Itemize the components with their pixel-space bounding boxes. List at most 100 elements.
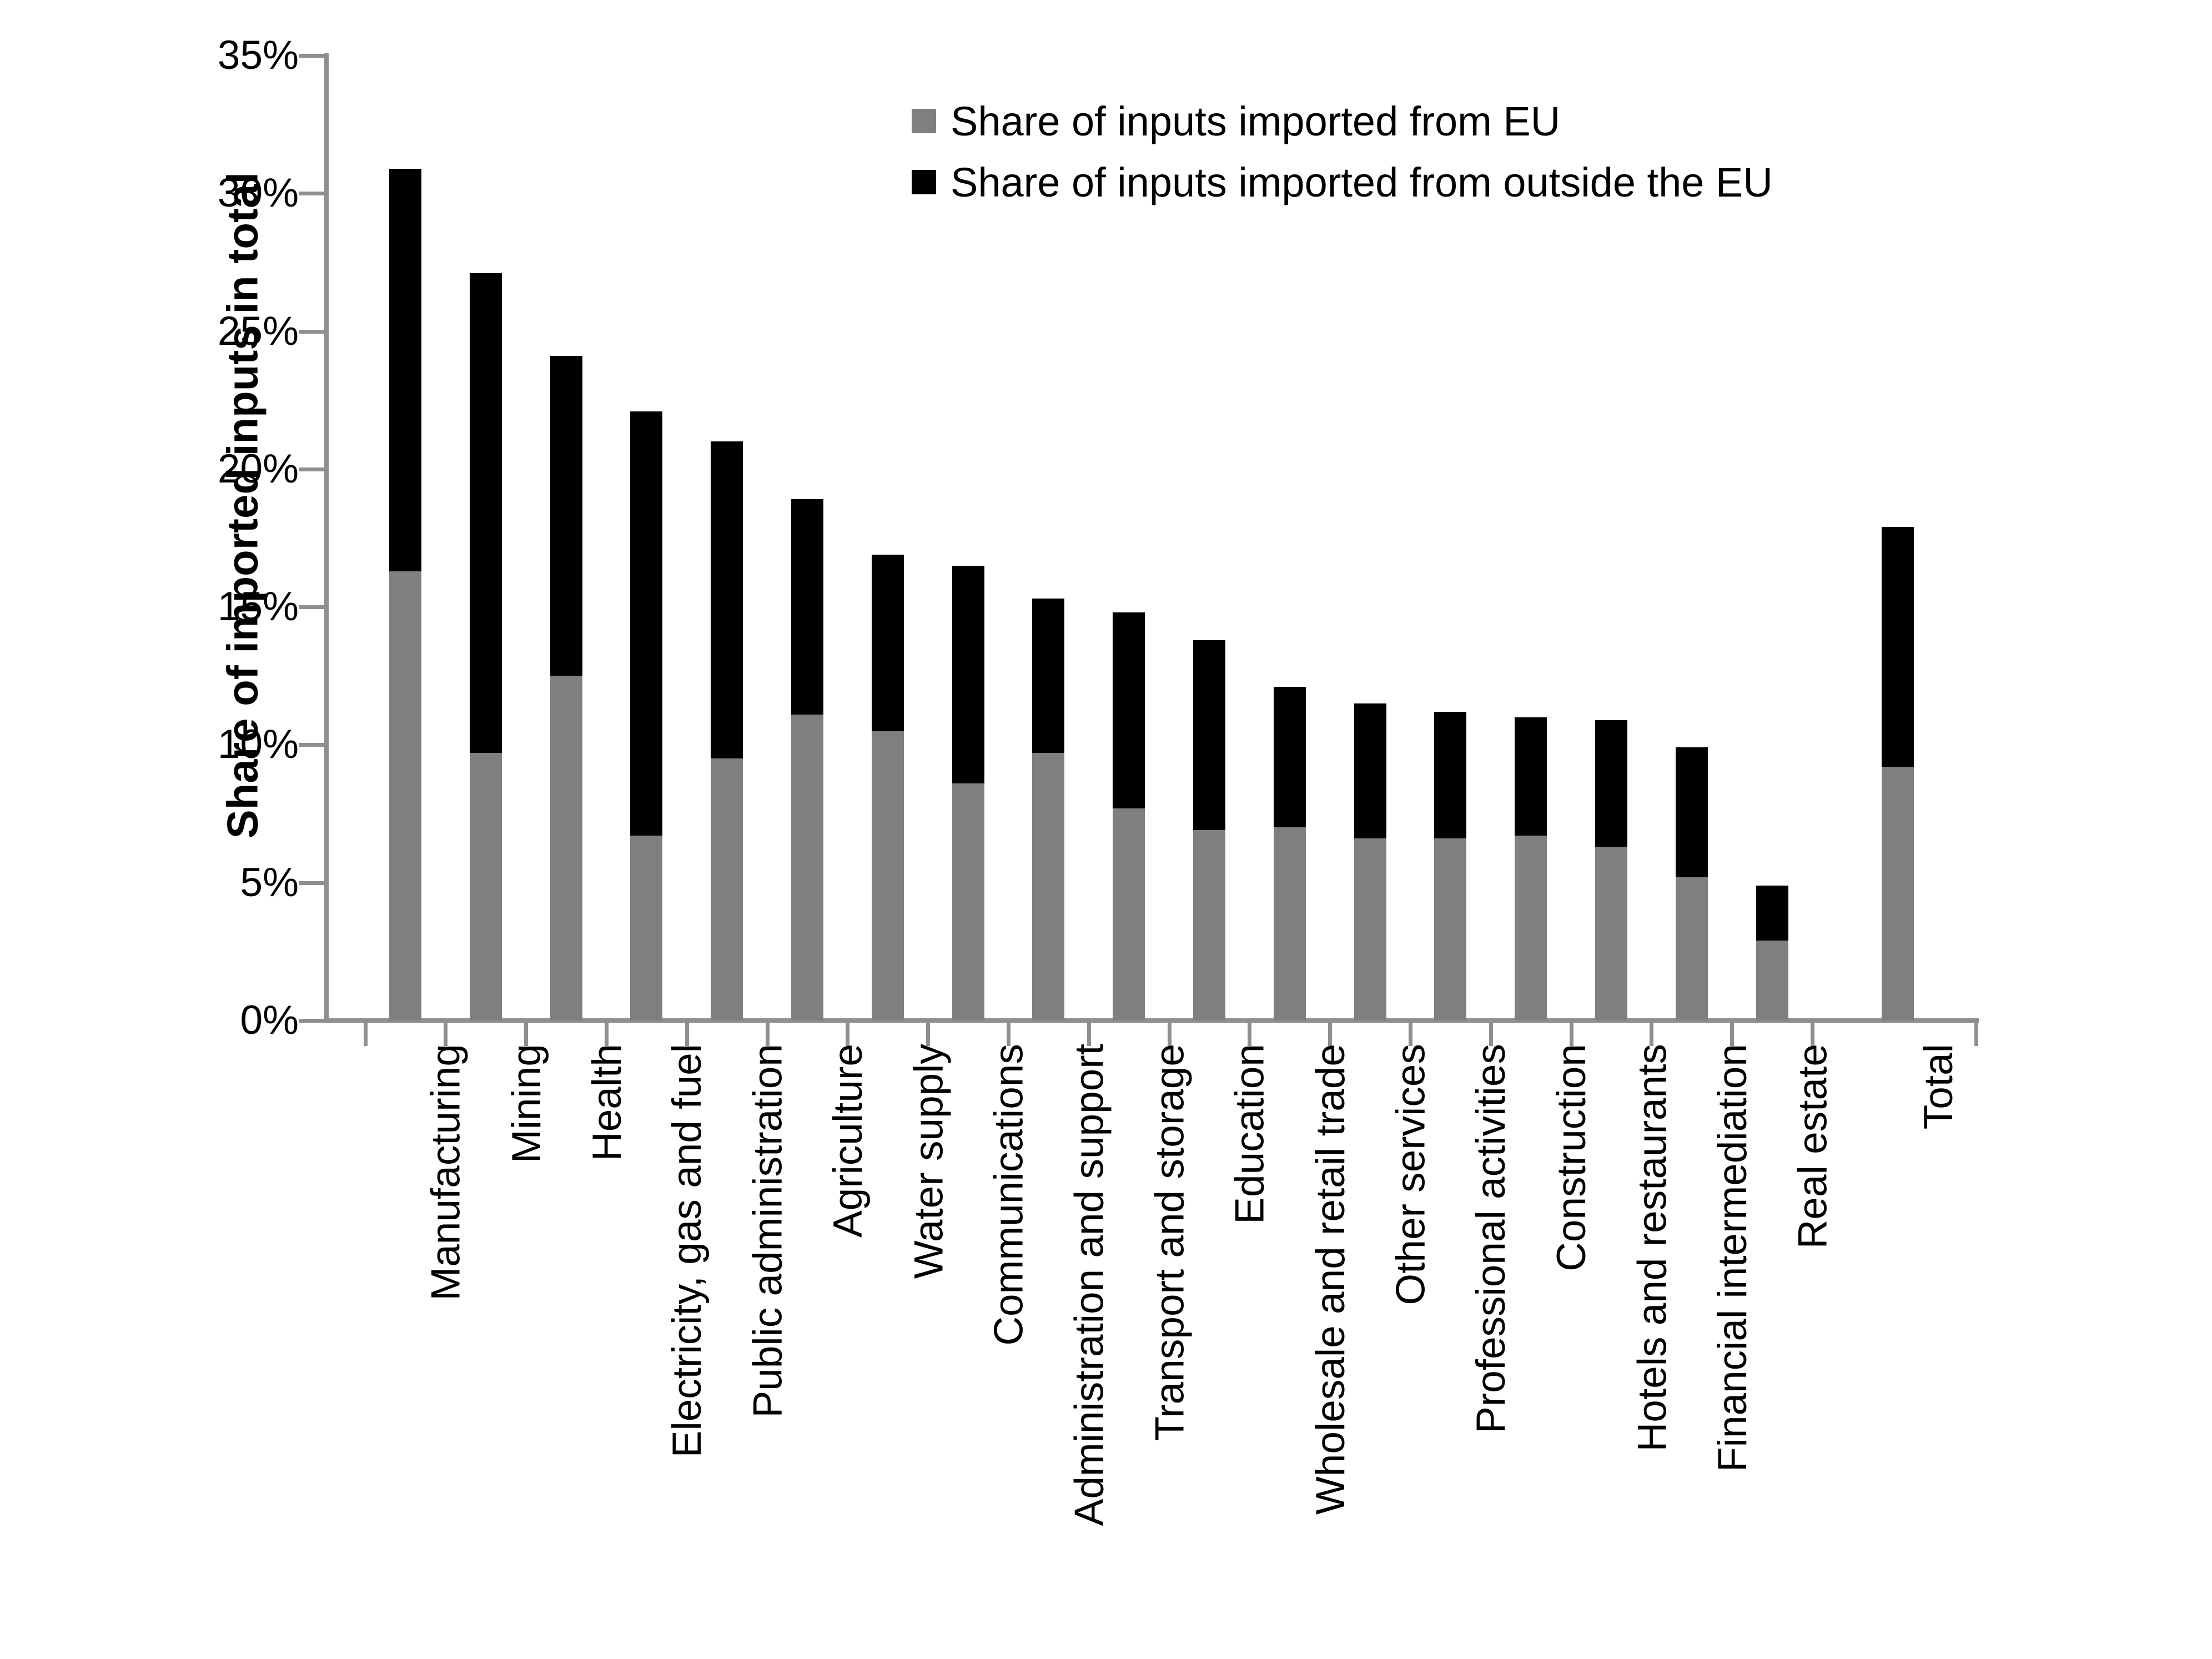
x-axis-label-text: Wholesale and retail trade xyxy=(1308,1044,1353,1515)
x-tick-mark xyxy=(1811,1023,1814,1046)
bar-segment-eu-water-supply xyxy=(871,731,904,1020)
x-tick-mark xyxy=(685,1023,689,1046)
x-tick-mark xyxy=(363,1023,368,1046)
bar-segment-eu-administration-and-support xyxy=(1032,753,1065,1020)
bar-segment-eu-health xyxy=(550,676,582,1020)
y-tick-label: 10% xyxy=(217,722,299,767)
y-tick-mark xyxy=(299,605,324,610)
bar-segment-non-eu-health xyxy=(550,356,582,676)
bar-segment-non-eu-real-estate xyxy=(1756,885,1788,941)
y-axis-line xyxy=(324,53,329,1023)
x-tick-mark xyxy=(1489,1023,1493,1046)
x-axis-label-text: Real estate xyxy=(1790,1044,1836,1249)
y-tick-label: 20% xyxy=(217,446,299,491)
y-tick-mark xyxy=(299,881,324,885)
bar-segment-eu-transport-and-storage xyxy=(1113,808,1145,1020)
bar-segment-eu-electricity-gas-and-fuel xyxy=(630,836,663,1020)
y-tick-label: 30% xyxy=(217,170,299,216)
legend-label-eu: Share of inputs imported from EU xyxy=(951,98,1561,144)
bar-segment-eu-financial-intermediation xyxy=(1675,877,1708,1020)
x-axis-label-text: Education xyxy=(1228,1044,1273,1224)
bar-segment-non-eu-hotels-and-restaurants xyxy=(1595,720,1627,847)
bar-segment-non-eu-electricity-gas-and-fuel xyxy=(630,411,663,836)
x-axis-label-text: Mining xyxy=(504,1044,549,1164)
y-tick-label: 25% xyxy=(217,308,299,354)
x-tick-mark xyxy=(1409,1023,1412,1046)
x-axis-line xyxy=(324,1018,1979,1023)
bar-segment-eu-construction xyxy=(1515,836,1547,1020)
x-tick-mark xyxy=(846,1023,850,1046)
bar-segment-eu-real-estate xyxy=(1756,940,1788,1020)
y-tick-mark xyxy=(299,329,324,334)
bar-segment-non-eu-manufacturing xyxy=(389,168,421,571)
x-axis-label-text: Hotels and restaurants xyxy=(1630,1044,1675,1452)
bar-segment-non-eu-administration-and-support xyxy=(1032,599,1065,753)
x-axis-label-text: Financial intermediation xyxy=(1710,1044,1755,1472)
bar-segment-non-eu-communications xyxy=(952,565,984,783)
bar-segment-eu-total xyxy=(1882,767,1914,1020)
x-tick-mark xyxy=(1730,1023,1735,1046)
x-tick-mark xyxy=(1248,1023,1252,1046)
bar-segment-non-eu-transport-and-storage xyxy=(1113,612,1145,808)
x-axis-label-text: Water supply xyxy=(906,1044,951,1279)
bar-segment-non-eu-agriculture xyxy=(791,499,823,715)
x-tick-mark xyxy=(926,1023,931,1046)
x-tick-mark xyxy=(1087,1023,1091,1046)
y-tick-mark xyxy=(299,467,324,471)
bar-segment-eu-manufacturing xyxy=(389,571,421,1020)
x-tick-mark xyxy=(444,1023,448,1046)
bar-segment-non-eu-financial-intermediation xyxy=(1675,747,1708,877)
bar-segment-non-eu-education xyxy=(1193,640,1225,831)
x-axis-label-text: Total xyxy=(1916,1044,1961,1130)
bar-segment-eu-mining xyxy=(469,753,502,1020)
y-tick-label: 35% xyxy=(217,32,299,78)
y-tick-label: 5% xyxy=(240,859,299,905)
bar-segment-non-eu-construction xyxy=(1515,717,1547,836)
x-axis-label-text: Administration and support xyxy=(1067,1044,1112,1526)
x-tick-mark xyxy=(605,1023,609,1046)
x-tick-mark xyxy=(765,1023,770,1046)
x-axis-label-text: Agriculture xyxy=(826,1044,871,1238)
bar-segment-non-eu-total xyxy=(1882,527,1914,767)
legend-label-non-eu: Share of inputs imported from outside th… xyxy=(951,159,1773,205)
bar-segment-eu-communications xyxy=(952,783,984,1020)
x-tick-mark xyxy=(1569,1023,1573,1046)
bar-segment-non-eu-mining xyxy=(469,273,502,753)
x-axis-label-text: Professional activities xyxy=(1469,1044,1514,1434)
bar-segment-non-eu-wholesale-and-retail-trade xyxy=(1273,687,1306,828)
x-tick-mark xyxy=(1650,1023,1654,1046)
legend-swatch-non-eu xyxy=(912,170,936,194)
x-axis-label-text: Construction xyxy=(1549,1044,1595,1271)
bar-segment-eu-other-services xyxy=(1354,838,1386,1020)
x-axis-label-text: Public administration xyxy=(745,1044,791,1418)
x-tick-mark xyxy=(1007,1023,1011,1046)
y-tick-mark xyxy=(299,53,324,58)
bar-segment-eu-agriculture xyxy=(791,714,823,1020)
x-axis-label-text: Health xyxy=(584,1044,630,1162)
bar-segment-non-eu-public-administration xyxy=(711,441,743,759)
x-axis-label-text: Other services xyxy=(1388,1044,1434,1305)
x-axis-label-text: Manufacturing xyxy=(424,1044,469,1301)
x-axis-label-text: Communications xyxy=(986,1044,1032,1346)
y-tick-label: 15% xyxy=(217,584,299,630)
y-tick-label: 0% xyxy=(240,998,299,1043)
bar-segment-eu-wholesale-and-retail-trade xyxy=(1273,827,1306,1020)
bar-segment-eu-public-administration xyxy=(711,758,743,1020)
y-tick-mark xyxy=(299,743,324,747)
bar-segment-eu-professional-activities xyxy=(1434,838,1467,1020)
y-tick-mark xyxy=(299,1019,324,1023)
bar-segment-non-eu-professional-activities xyxy=(1434,711,1467,839)
bar-segment-non-eu-water-supply xyxy=(871,554,904,731)
y-tick-mark xyxy=(299,192,324,196)
x-tick-mark xyxy=(1167,1023,1172,1046)
bar-segment-non-eu-other-services xyxy=(1354,703,1386,839)
x-tick-mark xyxy=(524,1023,529,1046)
x-axis-label-text: Transport and storage xyxy=(1147,1044,1193,1441)
bar-segment-eu-hotels-and-restaurants xyxy=(1595,847,1627,1020)
bar-segment-eu-education xyxy=(1193,830,1225,1020)
x-tick-mark xyxy=(1974,1023,1978,1046)
x-tick-mark xyxy=(1328,1023,1333,1046)
x-axis-label-text: Electricity, gas and fuel xyxy=(665,1044,710,1458)
legend-swatch-eu xyxy=(912,109,936,133)
